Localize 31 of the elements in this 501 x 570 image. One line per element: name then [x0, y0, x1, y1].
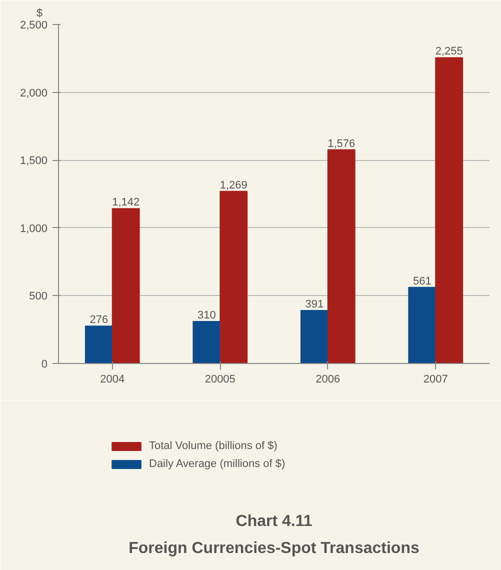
data-label: 1,269: [220, 179, 248, 192]
y-tick-label: 0: [41, 358, 48, 370]
bar: [435, 57, 464, 364]
legend-label: Total Volume (billions of $): [149, 440, 278, 452]
legend-label: Daily Average (millions of $): [149, 458, 286, 470]
y-tick-label: 2,000: [20, 87, 48, 100]
data-label: 1,142: [112, 196, 140, 209]
text: Foreign Currencies-Spot Transactions: [128, 540, 420, 557]
data-label: 561: [412, 275, 432, 288]
data-label: 2,255: [435, 46, 463, 58]
bar: [112, 208, 140, 364]
y-axis-title: $: [36, 8, 43, 20]
x-tick-label: 20005: [204, 374, 236, 386]
text: Chart 4.11: [236, 513, 312, 530]
bar: [300, 310, 328, 364]
data-label: 1,576: [328, 138, 356, 150]
y-tick-label: 1,000: [20, 222, 48, 235]
x-tick-label: 2006: [316, 374, 340, 386]
bar: [192, 320, 221, 364]
bar: [327, 149, 356, 364]
data-label: 276: [90, 314, 108, 326]
bar: [220, 190, 248, 364]
bar: [84, 326, 113, 364]
x-tick-label: 2004: [100, 374, 125, 386]
y-tick-label: 1,500: [20, 155, 48, 168]
bar: [408, 286, 436, 364]
data-label: 310: [197, 309, 216, 322]
data-label: 391: [305, 298, 324, 310]
y-tick-label: 500: [29, 290, 48, 303]
y-tick-label: 2,500: [20, 20, 48, 32]
x-tick-label: 2007: [423, 374, 448, 386]
